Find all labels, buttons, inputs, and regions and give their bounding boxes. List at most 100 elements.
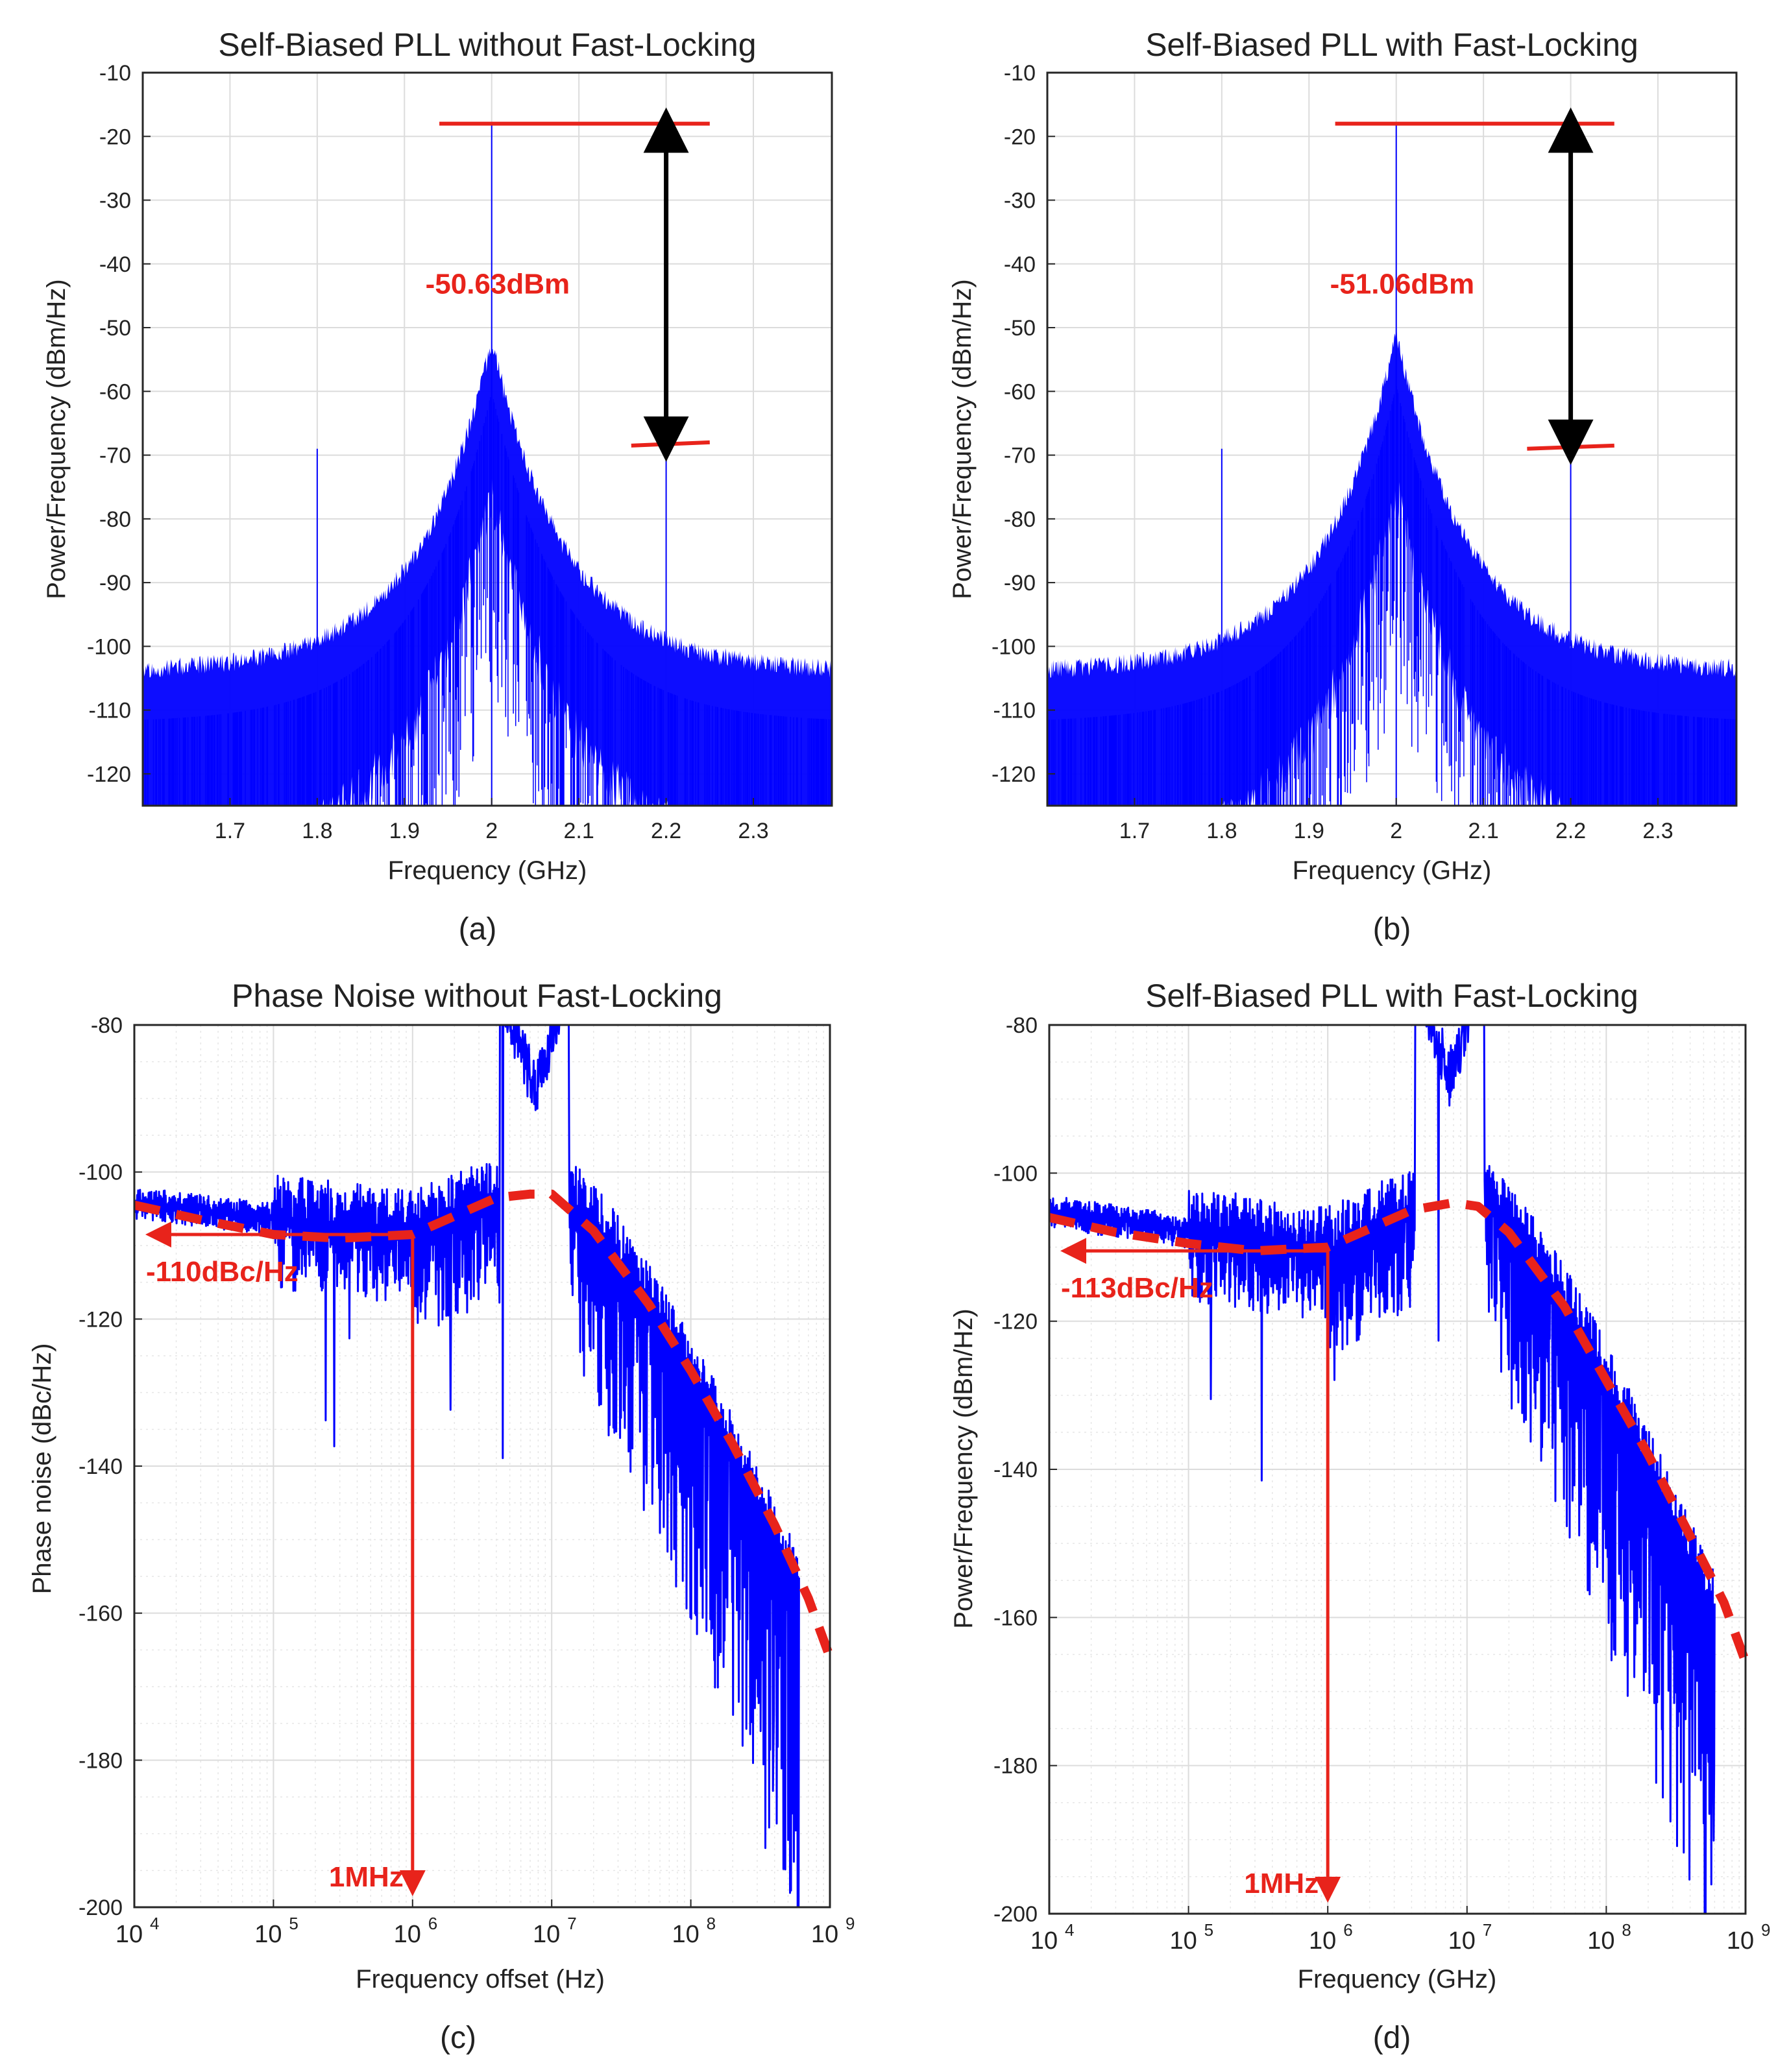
level-label: -113dBc/Hz: [1061, 1272, 1213, 1304]
y-axis-label-a: Power/Frequency (dBm/Hz): [42, 279, 71, 599]
y-tick-label: -200: [79, 1896, 123, 1920]
ticks-a: 1.7 1.8 1.9 2 2.1 2.2 2.3 -10 -20 -30 -40 -50 -60 -70…: [87, 61, 769, 843]
series-c: [133, 1024, 800, 1909]
x-tick-label: 10: [1587, 1927, 1614, 1955]
y-tick-label: -110: [993, 699, 1036, 723]
x-tick-label: 2.2: [1555, 819, 1586, 843]
plot-frame-a: [141, 71, 833, 807]
x-tick-label: 10: [116, 1921, 143, 1948]
x-axis-label-d: Frequency (GHz): [1298, 1965, 1497, 1994]
y-tick-label: -120: [993, 1310, 1038, 1334]
x-tick-exponent: 5: [289, 1914, 298, 1933]
y-tick-label: -60: [1004, 379, 1036, 404]
spur-level-label: -50.63dBm: [426, 268, 570, 300]
x-tick-label: 10: [672, 1921, 699, 1948]
x-axis-label-b: Frequency (GHz): [1293, 856, 1492, 885]
x-tick-label: 2.1: [1468, 819, 1499, 843]
y-tick-label: -20: [99, 125, 131, 149]
x-tick-label: 10: [254, 1921, 282, 1948]
caption-d: (d): [1373, 2021, 1411, 2055]
series-a: [142, 123, 833, 806]
x-tick-exponent: 7: [1483, 1920, 1492, 1940]
x-tick-label: 10: [533, 1921, 560, 1948]
y-tick-label: -80: [91, 1013, 123, 1038]
y-tick-label: -10: [99, 61, 131, 86]
caption-c: (c): [440, 2021, 476, 2055]
x-tick-exponent: 4: [1065, 1920, 1074, 1940]
annotation-c: -110dBc/Hz 1MHz: [133, 1189, 834, 1896]
x-tick-label: 10: [394, 1921, 421, 1948]
y-tick-label: -140: [993, 1458, 1038, 1482]
ticks-b: 1.7 1.8 1.9 2 2.1 2.2 2.3 -10 -20 -30 -40 -50 -60 -70…: [992, 61, 1673, 843]
chart-title-c: Phase Noise without Fast-Locking: [232, 978, 722, 1014]
y-tick-label: -180: [79, 1748, 123, 1773]
y-tick-label: -90: [99, 571, 131, 596]
phase-noise-trace: [133, 1024, 800, 1909]
panel-c: Phase Noise without Fast-Locking -110dBc…: [28, 978, 855, 2055]
x-tick-label: 10: [811, 1921, 838, 1948]
x-tick-exponent: 9: [1761, 1920, 1770, 1940]
x-tick-label: 1.8: [302, 819, 332, 843]
x-tick-label: 1.7: [215, 819, 245, 843]
y-tick-label: -40: [1004, 252, 1036, 277]
plot-frame-b: [1046, 71, 1738, 807]
frequency-label: 1MHz: [1244, 1868, 1319, 1899]
phase-noise-trace: [1048, 1024, 1716, 1915]
frequency-label: 1MHz: [329, 1861, 404, 1893]
y-tick-label: -100: [993, 1161, 1038, 1186]
series-b: [1047, 123, 1737, 806]
spectrum-dips: [1047, 386, 1737, 806]
x-tick-exponent: 5: [1204, 1920, 1213, 1940]
panel-d: Self-Biased PLL with Fast-Locking -113dB…: [949, 978, 1770, 2055]
y-tick-label: -30: [1004, 189, 1036, 213]
chart-title-a: Self-Biased PLL without Fast-Locking: [218, 27, 756, 63]
y-tick-label: -10: [1004, 61, 1036, 86]
y-tick-label: -100: [79, 1161, 123, 1185]
x-tick-exponent: 4: [150, 1914, 159, 1933]
caption-b: (b): [1373, 912, 1411, 946]
level-label: -110dBc/Hz: [146, 1256, 298, 1288]
x-tick-exponent: 8: [707, 1914, 716, 1933]
x-tick-exponent: 9: [846, 1914, 855, 1933]
spur-level-line: [1527, 443, 1614, 451]
ticks-d: 10 4 10 5 10 6 10 7 10 8 10 9 -80 -100 -120 -140 -160 -18…: [993, 1013, 1771, 1955]
y-tick-label: -60: [99, 379, 131, 404]
x-axis-label-c: Frequency offset (Hz): [356, 1965, 605, 1994]
y-tick-label: -90: [1004, 571, 1036, 596]
x-tick-label: 1.8: [1206, 819, 1237, 843]
y-tick-label: -70: [1004, 444, 1036, 468]
x-tick-label: 10: [1309, 1927, 1336, 1955]
y-tick-label: -200: [993, 1902, 1038, 1927]
x-tick-label: 2.3: [1642, 819, 1673, 843]
x-tick-exponent: 8: [1622, 1920, 1631, 1940]
y-axis-label-c: Phase noise (dBc/Hz): [28, 1343, 56, 1595]
x-tick-label: 2.1: [564, 819, 594, 843]
chart-title-b: Self-Biased PLL with Fast-Locking: [1145, 27, 1638, 63]
caption-a: (a): [459, 912, 497, 946]
x-tick-label: 2: [485, 819, 498, 843]
ticks-c: 10 4 10 5 10 6 10 7 10 8 10 9 -80 -100 -120 -140 -160 -18…: [79, 1013, 855, 1948]
y-tick-label: -20: [1004, 125, 1036, 149]
series-d: [1048, 1024, 1716, 1915]
y-tick-label: -140: [79, 1454, 123, 1479]
x-tick-label: 1.9: [1294, 819, 1324, 843]
x-tick-exponent: 6: [428, 1914, 437, 1933]
y-tick-label: -120: [992, 762, 1036, 787]
x-tick-label: 2.3: [738, 819, 768, 843]
y-tick-label: -80: [1004, 507, 1036, 532]
y-tick-label: -120: [79, 1307, 123, 1332]
x-tick-label: 2.2: [651, 819, 681, 843]
x-tick-exponent: 6: [1343, 1920, 1352, 1940]
x-tick-label: 1.9: [389, 819, 420, 843]
trend-line: [1048, 1198, 1750, 1664]
y-tick-label: -30: [99, 189, 131, 213]
y-axis-label-d: Power/Frequency (dBm/Hz): [949, 1308, 978, 1628]
annotation-a: -50.63dBm: [426, 107, 710, 462]
panel-a: Self-Biased PLL without Fast-Locking -50…: [42, 27, 833, 946]
chart-title-d: Self-Biased PLL with Fast-Locking: [1145, 978, 1638, 1014]
y-tick-label: -40: [99, 252, 131, 277]
trend-line: [133, 1189, 834, 1659]
x-tick-label: 10: [1030, 1927, 1058, 1955]
y-tick-label: -50: [1004, 316, 1036, 341]
